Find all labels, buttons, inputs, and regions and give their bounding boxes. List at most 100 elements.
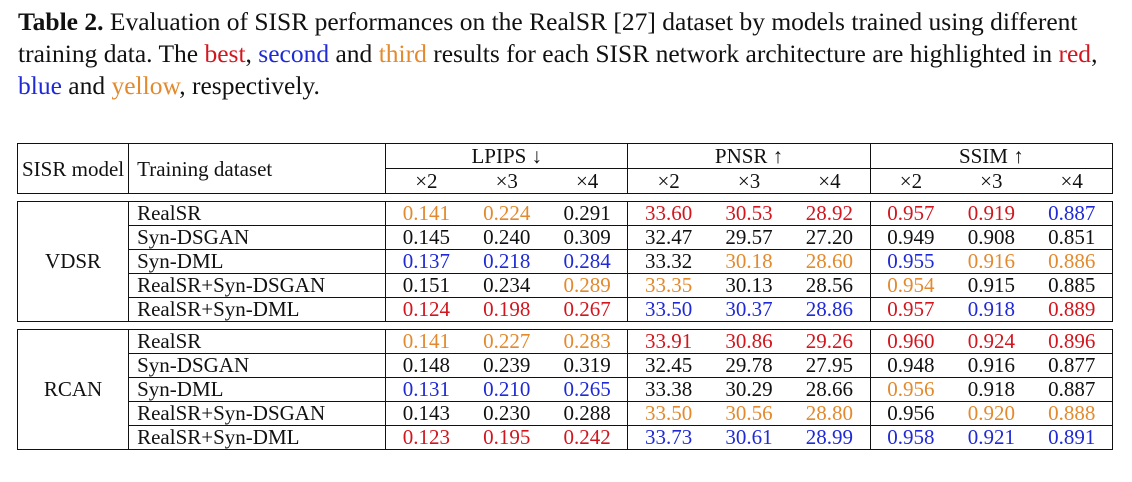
table-row: Syn-DML 0.131 0.210 0.265 33.38 30.29 28.66 0.9… [18, 377, 1114, 402]
table-row: Syn-DSGAN 0.145 0.240 0.309 32.47 29.57 27.20 0… [18, 225, 1114, 250]
metric-value-cell: 28.92 [789, 201, 871, 226]
metric-value-cell: 32.47 [627, 225, 709, 250]
metric-value-cell: 0.151 [385, 273, 467, 298]
metric-value-cell: 30.29 [708, 377, 790, 402]
scale-header: ×4 [789, 168, 871, 194]
metric-value-cell: 0.887 [1031, 201, 1114, 226]
table-row: RealSR+Syn-DSGAN 0.151 0.234 0.289 33.35 30.1… [18, 273, 1114, 298]
metric-value-cell: 0.265 [546, 377, 629, 402]
metric-value-cell: 0.908 [951, 225, 1032, 250]
metric-value-cell: 0.888 [1031, 401, 1114, 426]
metric-value-cell: 0.949 [870, 225, 952, 250]
caption-text: Evaluation of SISR performances on the R… [18, 7, 1078, 68]
table-row: RealSR+Syn-DML 0.124 0.198 0.267 33.50 30.37 2… [18, 297, 1114, 322]
caption-text: , respectively. [179, 71, 320, 100]
metric-value-cell: 0.851 [1031, 225, 1114, 250]
metric-value-cell: 0.889 [1031, 297, 1114, 322]
metric-value-cell: 30.56 [708, 401, 790, 426]
metric-value-cell: 0.886 [1031, 249, 1114, 274]
metric-value-cell: 0.124 [385, 297, 467, 322]
metric-value-cell: 30.18 [708, 249, 790, 274]
metric-value-cell: 0.240 [466, 225, 547, 250]
metric-value-cell: 33.73 [627, 425, 709, 450]
metric-value-cell: 0.957 [870, 297, 952, 322]
table-row: Syn-DSGAN 0.148 0.239 0.319 32.45 29.78 27.95 0… [18, 353, 1114, 378]
metric-value-cell: 0.137 [385, 249, 467, 274]
metric-value-cell: 27.20 [789, 225, 871, 250]
metric-value-cell: 0.954 [870, 273, 952, 298]
metric-value-cell: 30.13 [708, 273, 790, 298]
metric-value-cell: 0.283 [546, 329, 629, 354]
training-dataset-cell: RealSR+Syn-DML [128, 425, 387, 450]
training-dataset-cell: RealSR+Syn-DML [128, 297, 387, 322]
metric-value-cell: 28.99 [789, 425, 871, 450]
table-row: Syn-DML 0.137 0.218 0.284 33.32 30.18 28.60 0.9… [18, 249, 1114, 274]
caption-text: , [245, 39, 259, 68]
metric-value-cell: 28.60 [789, 249, 871, 274]
caption-text: , [1091, 39, 1098, 68]
metric-value-cell: 0.239 [466, 353, 547, 378]
training-dataset-cell: Syn-DML [128, 377, 387, 402]
metric-value-cell: 0.919 [951, 201, 1032, 226]
metric-value-cell: 28.80 [789, 401, 871, 426]
metric-value-cell: 0.148 [385, 353, 467, 378]
metric-value-cell: 0.891 [1031, 425, 1114, 450]
metric-value-cell: 0.198 [466, 297, 547, 322]
scale-header: ×3 [708, 168, 790, 194]
header-ssim: SSIM ↑ [870, 143, 1114, 169]
metric-value-cell: 0.887 [1031, 377, 1114, 402]
table-header: SISR model Training dataset LPIPS ↓ PNSR… [16, 143, 1114, 202]
training-dataset-cell: RealSR [128, 201, 387, 226]
metric-value-cell: 0.195 [466, 425, 547, 450]
metric-value-cell: 0.145 [385, 225, 467, 250]
metric-value-cell: 0.230 [466, 401, 547, 426]
model-name: RCAN [16, 329, 130, 450]
caption-blue: blue [18, 71, 62, 100]
metric-value-cell: 30.61 [708, 425, 790, 450]
caption-second: second [258, 39, 330, 68]
metric-value-cell: 0.958 [870, 425, 952, 450]
metric-value-cell: 0.289 [546, 273, 629, 298]
metric-value-cell: 0.918 [951, 297, 1032, 322]
metric-value-cell: 0.218 [466, 249, 547, 274]
metric-value-cell: 0.224 [466, 201, 547, 226]
caption-red: red [1058, 39, 1092, 68]
metric-value-cell: 29.26 [789, 329, 871, 354]
training-dataset-cell: RealSR+Syn-DSGAN [128, 273, 387, 298]
training-dataset-cell: Syn-DSGAN [128, 225, 387, 250]
metric-value-cell: 30.37 [708, 297, 790, 322]
metric-value-cell: 0.141 [385, 329, 467, 354]
scale-header: ×4 [1031, 168, 1114, 194]
metric-value-cell: 29.78 [708, 353, 790, 378]
caption-label: Table 2. [18, 7, 104, 36]
table-row: RealSR+Syn-DSGAN 0.143 0.230 0.288 33.50 30.5… [18, 401, 1114, 426]
metric-value-cell: 0.319 [546, 353, 629, 378]
metric-value-cell: 0.288 [546, 401, 629, 426]
metric-value-cell: 28.86 [789, 297, 871, 322]
training-dataset-cell: RealSR [128, 329, 387, 354]
metric-value-cell: 33.91 [627, 329, 709, 354]
scale-header: ×4 [546, 168, 629, 194]
caption-yellow: yellow [111, 71, 180, 100]
metric-value-cell: 0.960 [870, 329, 952, 354]
metric-value-cell: 0.956 [870, 377, 952, 402]
table-caption: Table 2. Evaluation of SISR performances… [18, 6, 1118, 102]
metric-value-cell: 0.291 [546, 201, 629, 226]
metric-value-cell: 0.210 [466, 377, 547, 402]
metric-value-cell: 0.896 [1031, 329, 1114, 354]
model-name: VDSR [16, 201, 130, 322]
caption-best: best [204, 39, 246, 68]
metric-value-cell: 33.60 [627, 201, 709, 226]
metric-value-cell: 33.35 [627, 273, 709, 298]
metric-value-cell: 0.143 [385, 401, 467, 426]
metric-value-cell: 33.50 [627, 297, 709, 322]
metric-value-cell: 0.955 [870, 249, 952, 274]
scale-header: ×2 [627, 168, 709, 194]
training-dataset-cell: RealSR+Syn-DSGAN [128, 401, 387, 426]
metric-value-cell: 0.916 [951, 353, 1032, 378]
header-psnr: PNSR ↑ [627, 143, 871, 169]
table-row: VDSR RealSR 0.141 0.224 0.291 33.60 30.53 28.92… [16, 201, 1114, 322]
results-table: SISR model Training dataset LPIPS ↓ PNSR… [16, 143, 1114, 450]
metric-value-cell: 0.921 [951, 425, 1032, 450]
caption-third: third [378, 39, 427, 68]
